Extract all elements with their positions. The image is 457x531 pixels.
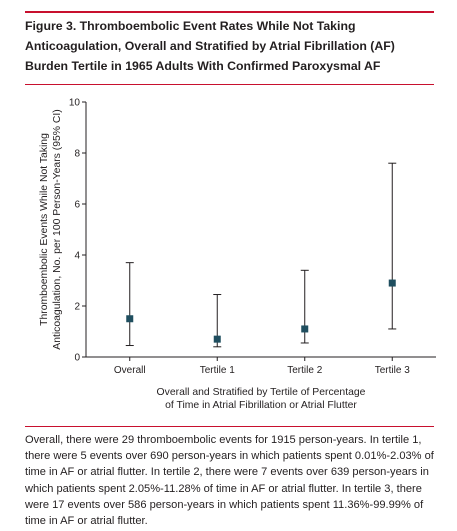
- point-estimate-marker: [126, 315, 134, 323]
- y-tick-label: 0: [74, 353, 80, 364]
- figure-caption: Overall, there were 29 thromboembolic ev…: [25, 434, 434, 528]
- x-axis-ticks: Overall Tertile 1 Tertile 2 Tertile 3: [114, 357, 410, 376]
- data-series: [125, 162, 397, 348]
- point-estimate-marker: [301, 325, 309, 333]
- x-tick-label: Overall: [114, 365, 146, 376]
- chart: Thromboembolic Events While Not Taking An…: [39, 98, 436, 411]
- y-tick-label: 4: [74, 251, 80, 262]
- x-tick-label: Tertile 1: [200, 365, 235, 376]
- y-axis-title-line: Anticoagulation, No. per 100 Person-Year…: [52, 109, 63, 349]
- figure-title: Figure 3. Thromboembolic Event Rates Whi…: [25, 19, 395, 73]
- point-estimate-marker: [213, 335, 221, 343]
- y-axis-title: Thromboembolic Events While Not Taking An…: [39, 109, 63, 349]
- caption-divider: [25, 426, 434, 427]
- x-axis-title-line: Overall and Stratified by Tertile of Per…: [157, 387, 366, 398]
- x-tick-label: Tertile 3: [375, 365, 410, 376]
- y-tick-label: 6: [74, 200, 80, 211]
- point-estimate-marker: [388, 279, 396, 287]
- title-divider: [25, 84, 434, 85]
- top-accent-rule: [25, 11, 434, 13]
- y-axis-ticks: 0 2 4 6 8 10: [69, 98, 86, 364]
- x-tick-label: Tertile 2: [287, 365, 322, 376]
- y-axis-title-line: Thromboembolic Events While Not Taking: [39, 133, 50, 326]
- y-tick-label: 2: [74, 302, 80, 313]
- x-axis-title: Overall and Stratified by Tertile of Per…: [157, 387, 366, 411]
- x-axis-title-line: of Time in Atrial Fibrillation or Atrial…: [165, 400, 357, 411]
- y-tick-label: 10: [69, 98, 81, 109]
- y-tick-label: 8: [74, 149, 80, 160]
- axes: [85, 102, 436, 358]
